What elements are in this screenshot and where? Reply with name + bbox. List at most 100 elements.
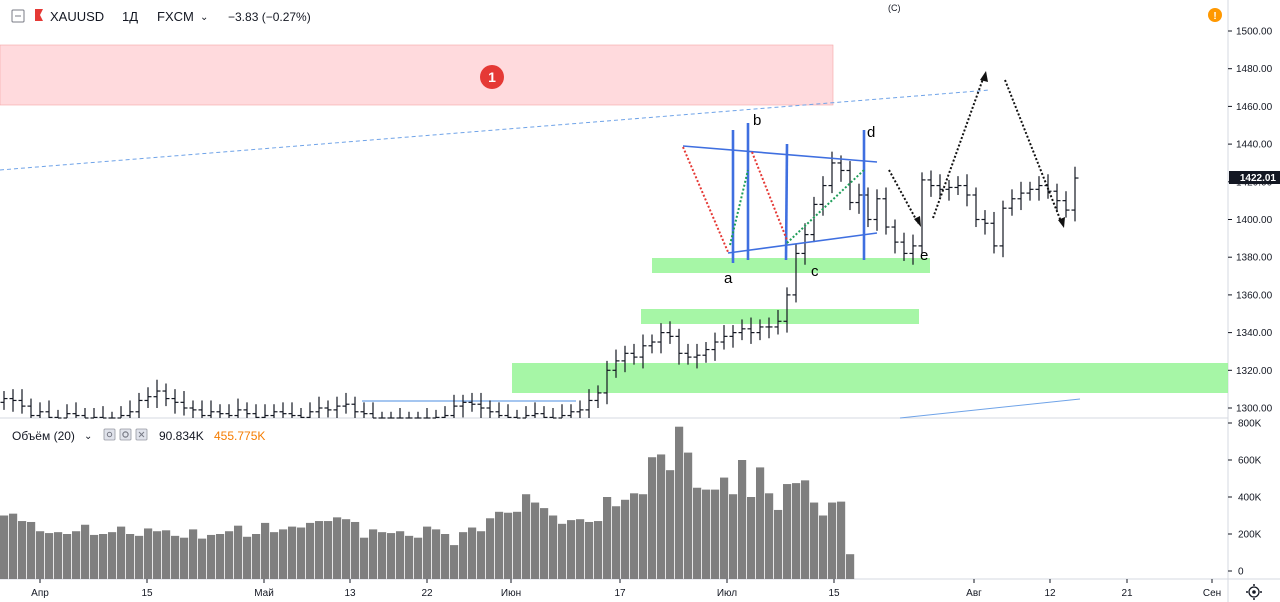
candle: [594, 385, 602, 408]
volume-bar: [810, 502, 819, 579]
price-tick-label: 1300.00: [1236, 404, 1273, 415]
candle: [612, 349, 620, 378]
symbol-name[interactable]: XAUUSD: [50, 9, 104, 24]
candle: [396, 408, 404, 419]
candle: [333, 396, 341, 418]
svg-text:1422.01: 1422.01: [1240, 173, 1277, 184]
support-zone-1315[interactable]: [512, 363, 1228, 393]
wave-label-b: b: [753, 112, 761, 129]
triangle-upper-line[interactable]: [682, 145, 878, 163]
volume-bar: [270, 532, 279, 579]
candle: [324, 400, 332, 418]
eye-icon[interactable]: [103, 428, 116, 441]
volume-bar: [612, 506, 621, 579]
volume-tick-label: 600K: [1238, 456, 1262, 467]
volume-bar: [243, 536, 252, 579]
volume-tick-label: 0: [1238, 567, 1244, 578]
candle: [387, 411, 395, 419]
candle: [792, 244, 800, 303]
support-zone-1380[interactable]: [652, 258, 930, 273]
candle: [504, 404, 512, 419]
candle: [981, 210, 989, 235]
chevron-down-icon[interactable]: ⌄: [200, 12, 208, 23]
volume-bar: [423, 526, 432, 579]
candle: [657, 323, 665, 354]
volume-bar: [846, 554, 855, 579]
time-tick-label: 17: [614, 588, 626, 599]
candle: [765, 317, 773, 339]
collapse-toggle-icon[interactable]: [11, 9, 25, 23]
resistance-zone[interactable]: [0, 44, 834, 106]
volume-bar: [558, 523, 567, 579]
candle: [675, 328, 683, 365]
candle: [882, 187, 890, 235]
candle: [279, 402, 287, 418]
dashed-trendline[interactable]: [0, 89, 991, 171]
candle: [9, 389, 17, 412]
volume-ma-value: 455.775K: [214, 429, 265, 443]
candle: [891, 219, 899, 254]
candle: [945, 179, 953, 201]
interval-label[interactable]: 1Д: [122, 9, 138, 24]
candle: [144, 387, 152, 408]
zone-marker-badge[interactable]: 1: [480, 65, 504, 89]
candle: [720, 325, 728, 350]
settings-icon[interactable]: [119, 428, 132, 441]
candle: [801, 223, 809, 265]
volume-bar: [828, 502, 837, 579]
candle: [36, 402, 44, 418]
volume-bar: [837, 501, 846, 579]
candle: [549, 408, 557, 419]
price-tick-label: 1340.00: [1236, 328, 1273, 339]
volume-bar: [603, 497, 612, 579]
candle: [1035, 176, 1043, 201]
price-change: −3.83 (−0.27%): [228, 10, 311, 24]
volume-bar: [252, 534, 261, 579]
triangle-lower-line[interactable]: [727, 232, 878, 254]
price-tick-label: 1400.00: [1236, 215, 1273, 226]
volume-bar: [738, 460, 747, 579]
volume-bar: [0, 515, 9, 579]
volume-bar: [594, 521, 603, 579]
wave-count-label: (C): [888, 3, 901, 13]
volume-bar: [531, 502, 540, 579]
volume-bar: [351, 521, 360, 579]
volume-bar: [450, 545, 459, 579]
candle: [234, 398, 242, 418]
candle: [576, 400, 584, 418]
time-tick-label: Июл: [717, 588, 737, 599]
candle: [117, 406, 125, 419]
support-zone-1345[interactable]: [641, 309, 919, 324]
time-tick-label: 22: [421, 588, 433, 599]
volume-bar: [801, 480, 810, 579]
candle: [171, 389, 179, 414]
candle: [1071, 166, 1079, 222]
volume-bar: [216, 534, 225, 579]
price-tick-label: 1440.00: [1236, 140, 1273, 151]
volume-bar: [171, 535, 180, 579]
volume-label: Объём (20): [12, 429, 75, 443]
candle: [261, 404, 269, 419]
wave-label-e: e: [920, 247, 928, 264]
volume-bar: [108, 532, 117, 579]
candle: [990, 211, 998, 254]
bottom-trendline-right[interactable]: [899, 398, 1081, 419]
chevron-down-icon[interactable]: ⌄: [84, 431, 92, 442]
volume-bar: [468, 527, 477, 579]
candle: [909, 234, 917, 265]
alert-icon[interactable]: !: [1208, 8, 1222, 22]
candle: [711, 332, 719, 361]
volume-bar: [441, 534, 450, 579]
volume-bar: [648, 457, 657, 579]
source-label: FXCM: [157, 9, 194, 24]
volume-bar: [702, 489, 711, 579]
volume-bar: [117, 526, 126, 579]
candle: [216, 404, 224, 418]
volume-bar: [234, 525, 243, 579]
candle: [648, 334, 656, 354]
candle: [522, 406, 530, 419]
gear-icon[interactable]: [1246, 584, 1262, 600]
volume-bar: [819, 515, 828, 579]
projected-path: [888, 71, 1065, 228]
